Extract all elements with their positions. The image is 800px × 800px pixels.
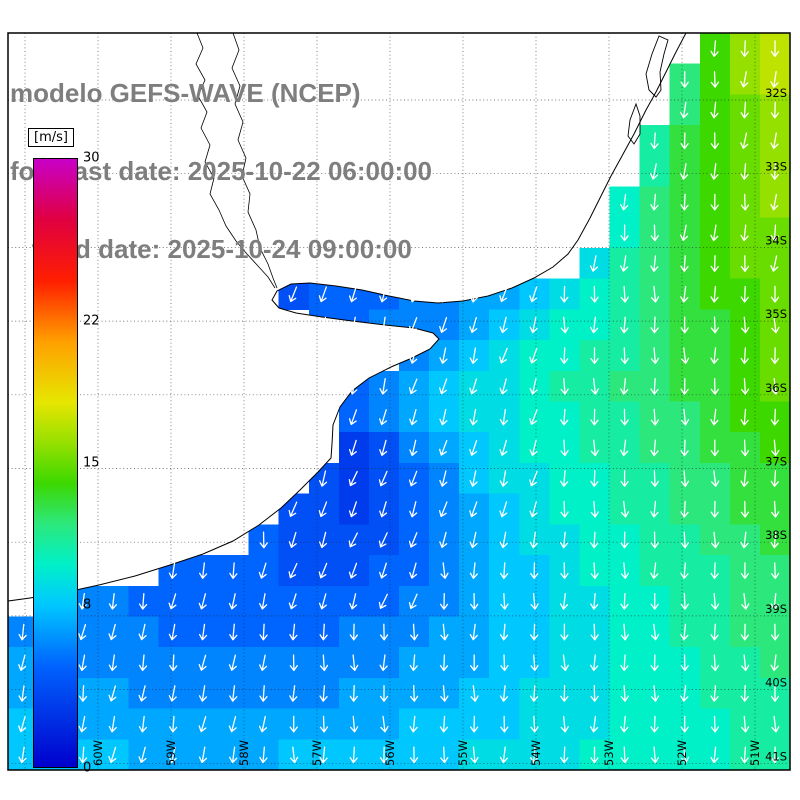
- colorbar-ticks: 30 22 15 8 0: [33, 151, 100, 776]
- colorbar-tick-label: 22: [83, 313, 100, 329]
- lagoon-outline: [645, 35, 669, 98]
- lon-tick-label: 57W: [310, 740, 324, 766]
- lat-tick-label: 34S: [765, 233, 787, 247]
- lat-tick-label: 40S: [765, 676, 787, 690]
- land-coastline: [7, 32, 687, 602]
- colorbar-tick-label: 8: [83, 597, 92, 613]
- forecast-date: forecast date: 2025-10-22 06:00:00: [10, 156, 433, 186]
- colorbar-tick-label: 30: [83, 150, 100, 166]
- lon-tick-label: 53W: [602, 740, 616, 766]
- model-title: modelo GEFS-WAVE (NCEP): [10, 78, 361, 108]
- colorbar-gradient: [33, 158, 78, 768]
- latitude-labels: 32S 33S 34S 35S 36S 37S 38S 39S 40S 41S: [765, 86, 787, 763]
- lat-tick-label: 36S: [765, 381, 787, 395]
- colorbar-tick-label: 15: [83, 455, 100, 471]
- map-frame: [7, 32, 791, 771]
- lon-tick-label: 60W: [91, 740, 105, 766]
- graticule-grid: [8, 33, 790, 770]
- colorbar: [m/s] 30 22 15 8 0: [28, 128, 100, 776]
- lat-tick-label: 35S: [765, 307, 787, 321]
- title-block: modelo GEFS-WAVE (NCEP) forecast date: 2…: [10, 28, 432, 314]
- lon-tick-label: 52W: [675, 740, 689, 766]
- lat-tick-label: 33S: [765, 160, 787, 174]
- lat-tick-label: 39S: [765, 602, 787, 616]
- lagoon-outline-small: [627, 102, 641, 145]
- lon-tick-label: 56W: [383, 740, 397, 766]
- river-parana: [195, 32, 276, 289]
- lon-tick-label: 59W: [164, 740, 178, 766]
- lon-tick-label: 58W: [237, 740, 251, 766]
- lat-tick-label: 38S: [765, 528, 787, 542]
- lat-tick-label: 37S: [765, 455, 787, 469]
- lon-tick-label: 54W: [529, 740, 543, 766]
- longitude-labels: 60W 59W 58W 57W 56W 55W 54W 53W 52W 51W: [91, 740, 762, 766]
- lon-tick-label: 51W: [748, 740, 762, 766]
- lon-tick-label: 55W: [456, 740, 470, 766]
- lat-tick-label: 41S: [765, 749, 787, 763]
- colorbar-unit-label: [m/s]: [28, 128, 74, 147]
- lat-tick-label: 32S: [765, 86, 787, 100]
- colorbar-tick-label: 0: [83, 760, 92, 776]
